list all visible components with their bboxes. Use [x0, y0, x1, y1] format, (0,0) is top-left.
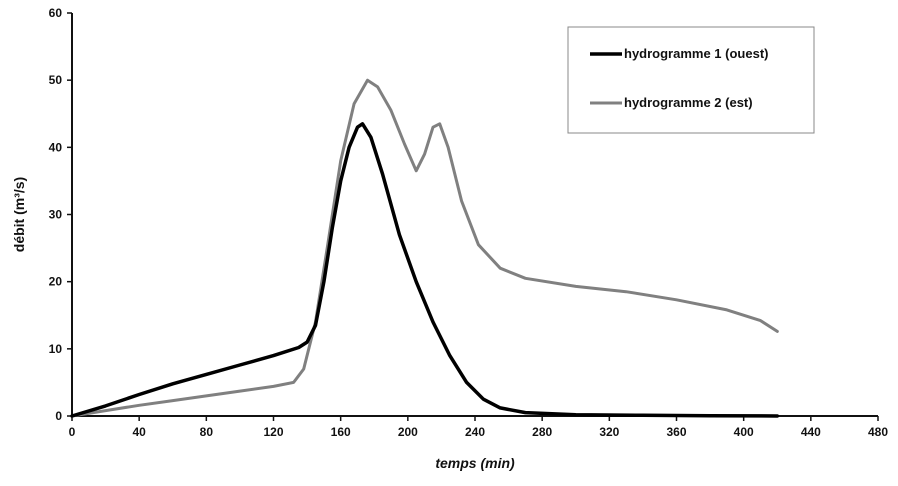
y-tick-label: 60 — [49, 6, 63, 20]
y-tick-label: 40 — [49, 140, 63, 154]
x-tick-label: 0 — [69, 425, 76, 439]
x-tick-label: 120 — [263, 425, 283, 439]
plot-area: 0 40 80 120 160 200 240 280 320 360 400 440 480 0 10 2… — [49, 6, 889, 439]
y-tick-label: 0 — [55, 409, 62, 423]
legend-label-series-1: hydrogramme 1 (ouest) — [624, 46, 768, 61]
legend: hydrogramme 1 (ouest) hydrogramme 2 (est… — [567, 26, 815, 134]
series-layer — [70, 78, 780, 418]
x-tick-label: 200 — [398, 425, 418, 439]
x-axis-title: temps (min) — [435, 455, 515, 471]
y-tick-label: 50 — [49, 73, 63, 87]
x-tick-label: 280 — [532, 425, 552, 439]
x-tick-label: 40 — [132, 425, 146, 439]
x-tick-label: 360 — [666, 425, 686, 439]
legend-label-series-2: hydrogramme 2 (est) — [624, 95, 753, 110]
x-tick-label: 320 — [599, 425, 619, 439]
x-tick-label: 80 — [200, 425, 214, 439]
legend-box — [567, 26, 815, 134]
x-tick-label: 480 — [868, 425, 888, 439]
y-tick-label: 30 — [49, 208, 63, 222]
y-ticks: 0 10 20 30 40 50 60 — [49, 6, 72, 423]
y-tick-label: 20 — [49, 275, 63, 289]
y-tick-label: 10 — [49, 342, 63, 356]
series-line-2 — [70, 78, 779, 418]
x-tick-label: 160 — [331, 425, 351, 439]
x-ticks: 0 40 80 120 160 200 240 280 320 360 400 440 480 — [69, 416, 888, 439]
y-axis-title: débit (m³/s) — [11, 177, 27, 252]
x-tick-label: 400 — [734, 425, 754, 439]
x-tick-label: 440 — [801, 425, 821, 439]
x-tick-label: 240 — [465, 425, 485, 439]
series-line-1 — [70, 122, 780, 418]
